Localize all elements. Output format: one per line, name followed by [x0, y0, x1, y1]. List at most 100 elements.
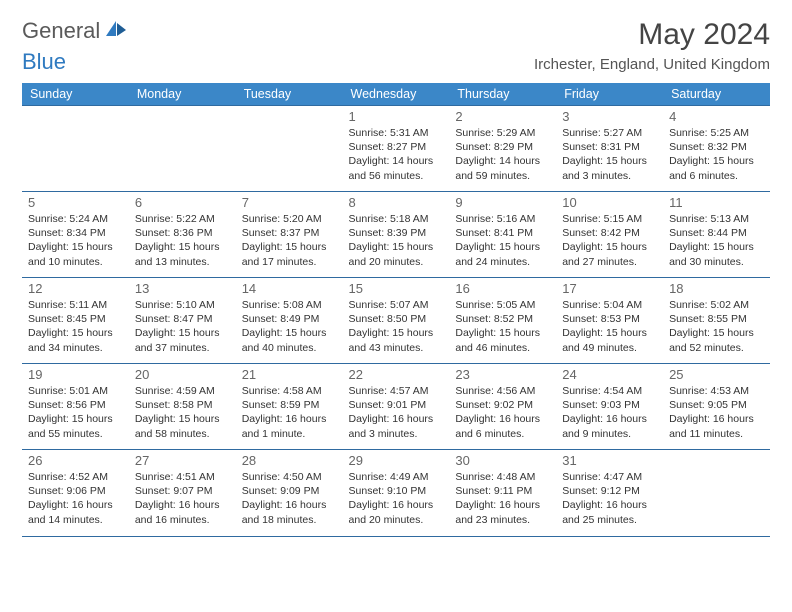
- day-info: Sunrise: 5:31 AMSunset: 8:27 PMDaylight:…: [349, 126, 444, 183]
- day-info: Sunrise: 5:04 AMSunset: 8:53 PMDaylight:…: [562, 298, 657, 355]
- day-info: Sunrise: 5:07 AMSunset: 8:50 PMDaylight:…: [349, 298, 444, 355]
- day-number: 9: [455, 195, 550, 210]
- day-info: Sunrise: 4:48 AMSunset: 9:11 PMDaylight:…: [455, 470, 550, 527]
- day-number: 2: [455, 109, 550, 124]
- calendar-cell: 22 Sunrise: 4:57 AMSunset: 9:01 PMDayligh…: [343, 364, 450, 450]
- calendar-table: SundayMondayTuesdayWednesdayThursdayFrid…: [22, 83, 770, 536]
- calendar-cell-empty: [129, 106, 236, 192]
- day-info: Sunrise: 4:57 AMSunset: 9:01 PMDaylight:…: [349, 384, 444, 441]
- day-header: Sunday: [22, 83, 129, 106]
- page-title: May 2024: [534, 18, 770, 52]
- day-number: 27: [135, 453, 230, 468]
- day-info: Sunrise: 5:27 AMSunset: 8:31 PMDaylight:…: [562, 126, 657, 183]
- day-info: Sunrise: 4:56 AMSunset: 9:02 PMDaylight:…: [455, 384, 550, 441]
- calendar-cell: 21 Sunrise: 4:58 AMSunset: 8:59 PMDayligh…: [236, 364, 343, 450]
- day-info: Sunrise: 5:05 AMSunset: 8:52 PMDaylight:…: [455, 298, 550, 355]
- day-info: Sunrise: 5:25 AMSunset: 8:32 PMDaylight:…: [669, 126, 764, 183]
- calendar-cell: 10 Sunrise: 5:15 AMSunset: 8:42 PMDayligh…: [556, 192, 663, 278]
- calendar-cell: 8Sunrise: 5:18 AMSunset: 8:39 PMDaylight…: [343, 192, 450, 278]
- day-number: 21: [242, 367, 337, 382]
- day-number: 22: [349, 367, 444, 382]
- day-header-row: SundayMondayTuesdayWednesdayThursdayFrid…: [22, 83, 770, 106]
- day-info: Sunrise: 5:08 AMSunset: 8:49 PMDaylight:…: [242, 298, 337, 355]
- day-number: 3: [562, 109, 657, 124]
- calendar-row: 12Sunrise: 5:11 AMSunset: 8:45 PMDayligh…: [22, 278, 770, 364]
- calendar-cell: 28 Sunrise: 4:50 AMSunset: 9:09 PMDayligh…: [236, 450, 343, 536]
- day-number: 14: [242, 281, 337, 296]
- day-header: Tuesday: [236, 83, 343, 106]
- day-info: Sunrise: 5:18 AMSunset: 8:39 PMDaylight:…: [349, 212, 444, 269]
- day-info: Sunrise: 5:11 AMSunset: 8:45 PMDaylight:…: [28, 298, 123, 355]
- day-info: Sunrise: 5:01 AMSunset: 8:56 PMDaylight:…: [28, 384, 123, 441]
- calendar-cell: 25 Sunrise: 4:53 AMSunset: 9:05 PMDayligh…: [663, 364, 770, 450]
- day-info: Sunrise: 4:51 AMSunset: 9:07 PMDaylight:…: [135, 470, 230, 527]
- day-info: Sunrise: 4:59 AMSunset: 8:58 PMDaylight:…: [135, 384, 230, 441]
- day-info: Sunrise: 5:24 AMSunset: 8:34 PMDaylight:…: [28, 212, 123, 269]
- day-header: Monday: [129, 83, 236, 106]
- day-info: Sunrise: 4:54 AMSunset: 9:03 PMDaylight:…: [562, 384, 657, 441]
- calendar-cell: 17 Sunrise: 5:04 AMSunset: 8:53 PMDayligh…: [556, 278, 663, 364]
- day-info: Sunrise: 5:20 AMSunset: 8:37 PMDaylight:…: [242, 212, 337, 269]
- calendar-cell: 27 Sunrise: 4:51 AMSunset: 9:07 PMDayligh…: [129, 450, 236, 536]
- day-number: 20: [135, 367, 230, 382]
- calendar-cell: 29 Sunrise: 4:49 AMSunset: 9:10 PMDayligh…: [343, 450, 450, 536]
- calendar-cell: 19Sunrise: 5:01 AMSunset: 8:56 PMDayligh…: [22, 364, 129, 450]
- day-info: Sunrise: 4:47 AMSunset: 9:12 PMDaylight:…: [562, 470, 657, 527]
- day-header: Wednesday: [343, 83, 450, 106]
- day-number: 5: [28, 195, 123, 210]
- day-number: 30: [455, 453, 550, 468]
- day-number: 10: [562, 195, 657, 210]
- day-number: 25: [669, 367, 764, 382]
- day-number: 24: [562, 367, 657, 382]
- day-number: 4: [669, 109, 764, 124]
- logo-word-blue: Blue: [22, 49, 66, 74]
- location-subtitle: Irchester, England, United Kingdom: [534, 56, 770, 73]
- day-number: 23: [455, 367, 550, 382]
- bottom-rule: [22, 536, 770, 537]
- day-number: 31: [562, 453, 657, 468]
- calendar-cell: 23 Sunrise: 4:56 AMSunset: 9:02 PMDayligh…: [449, 364, 556, 450]
- day-number: 28: [242, 453, 337, 468]
- day-info: Sunrise: 4:49 AMSunset: 9:10 PMDaylight:…: [349, 470, 444, 527]
- calendar-row: 5 Sunrise: 5:24 AMSunset: 8:34 PMDaylight…: [22, 192, 770, 278]
- calendar-cell: 7Sunrise: 5:20 AMSunset: 8:37 PMDaylight…: [236, 192, 343, 278]
- day-info: Sunrise: 5:02 AMSunset: 8:55 PMDaylight:…: [669, 298, 764, 355]
- calendar-cell-empty: [236, 106, 343, 192]
- calendar-cell: 2 Sunrise: 5:29 AMSunset: 8:29 PMDaylight…: [449, 106, 556, 192]
- day-info: Sunrise: 4:53 AMSunset: 9:05 PMDaylight:…: [669, 384, 764, 441]
- day-number: 17: [562, 281, 657, 296]
- day-info: Sunrise: 4:52 AMSunset: 9:06 PMDaylight:…: [28, 470, 123, 527]
- calendar-cell: 6Sunrise: 5:22 AMSunset: 8:36 PMDaylight…: [129, 192, 236, 278]
- day-number: 13: [135, 281, 230, 296]
- day-info: Sunrise: 5:16 AMSunset: 8:41 PMDaylight:…: [455, 212, 550, 269]
- calendar-cell: 18Sunrise: 5:02 AMSunset: 8:55 PMDayligh…: [663, 278, 770, 364]
- calendar-cell: 12Sunrise: 5:11 AMSunset: 8:45 PMDayligh…: [22, 278, 129, 364]
- calendar-cell: 3 Sunrise: 5:27 AMSunset: 8:31 PMDaylight…: [556, 106, 663, 192]
- calendar-cell: 30 Sunrise: 4:48 AMSunset: 9:11 PMDayligh…: [449, 450, 556, 536]
- calendar-row: 26Sunrise: 4:52 AMSunset: 9:06 PMDayligh…: [22, 450, 770, 536]
- logo-word-general: General: [22, 18, 100, 44]
- day-info: Sunrise: 5:22 AMSunset: 8:36 PMDaylight:…: [135, 212, 230, 269]
- calendar-cell: 24 Sunrise: 4:54 AMSunset: 9:03 PMDayligh…: [556, 364, 663, 450]
- day-info: Sunrise: 5:15 AMSunset: 8:42 PMDaylight:…: [562, 212, 657, 269]
- calendar-body: 1Sunrise: 5:31 AMSunset: 8:27 PMDaylight…: [22, 106, 770, 536]
- calendar-cell: 13 Sunrise: 5:10 AMSunset: 8:47 PMDayligh…: [129, 278, 236, 364]
- calendar-cell: 9 Sunrise: 5:16 AMSunset: 8:41 PMDaylight…: [449, 192, 556, 278]
- calendar-cell: 11Sunrise: 5:13 AMSunset: 8:44 PMDayligh…: [663, 192, 770, 278]
- day-info: Sunrise: 4:50 AMSunset: 9:09 PMDaylight:…: [242, 470, 337, 527]
- logo: General: [22, 18, 129, 44]
- calendar-cell-empty: [22, 106, 129, 192]
- calendar-cell: 15 Sunrise: 5:07 AMSunset: 8:50 PMDayligh…: [343, 278, 450, 364]
- title-block: May 2024 Irchester, England, United King…: [534, 18, 770, 73]
- calendar-cell: 26Sunrise: 4:52 AMSunset: 9:06 PMDayligh…: [22, 450, 129, 536]
- calendar-row: 19Sunrise: 5:01 AMSunset: 8:56 PMDayligh…: [22, 364, 770, 450]
- calendar-cell: 16Sunrise: 5:05 AMSunset: 8:52 PMDayligh…: [449, 278, 556, 364]
- day-number: 15: [349, 281, 444, 296]
- day-info: Sunrise: 5:13 AMSunset: 8:44 PMDaylight:…: [669, 212, 764, 269]
- day-info: Sunrise: 5:29 AMSunset: 8:29 PMDaylight:…: [455, 126, 550, 183]
- day-info: Sunrise: 5:10 AMSunset: 8:47 PMDaylight:…: [135, 298, 230, 355]
- day-header: Thursday: [449, 83, 556, 106]
- day-header: Friday: [556, 83, 663, 106]
- day-info: Sunrise: 4:58 AMSunset: 8:59 PMDaylight:…: [242, 384, 337, 441]
- day-number: 29: [349, 453, 444, 468]
